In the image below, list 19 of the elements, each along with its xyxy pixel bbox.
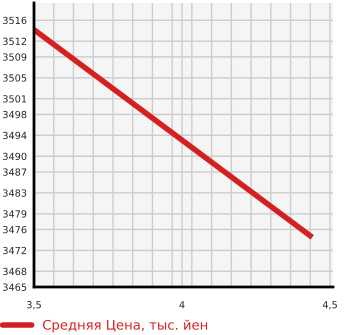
y-tick-label: 3487 (3, 168, 26, 176)
y-tick-label: 3479 (3, 210, 26, 218)
y-tick-label: 3501 (3, 95, 26, 103)
y-tick-label: 3483 (3, 189, 26, 197)
y-tick-label: 3468 (3, 268, 26, 276)
y-tick-label: 3472 (3, 246, 26, 254)
y-tick-label: 3516 (3, 16, 26, 24)
y-tick-label: 3498 (3, 110, 26, 118)
y-tick-label: 3476 (3, 226, 26, 234)
x-tick-label: 3,5 (27, 301, 41, 310)
y-tick-label: 3505 (3, 74, 26, 82)
legend-label: Средняя Цена, тыс. йен (42, 320, 208, 332)
y-tick-label: 3465 (3, 283, 26, 291)
x-tick-label: 4,5 (322, 301, 337, 310)
y-tick-label: 3509 (3, 53, 26, 61)
y-tick-label: 3512 (3, 38, 26, 46)
y-tick-label: 3494 (3, 132, 27, 140)
y-tick-label: 3490 (3, 152, 26, 160)
x-tick-label: 4 (179, 301, 185, 308)
